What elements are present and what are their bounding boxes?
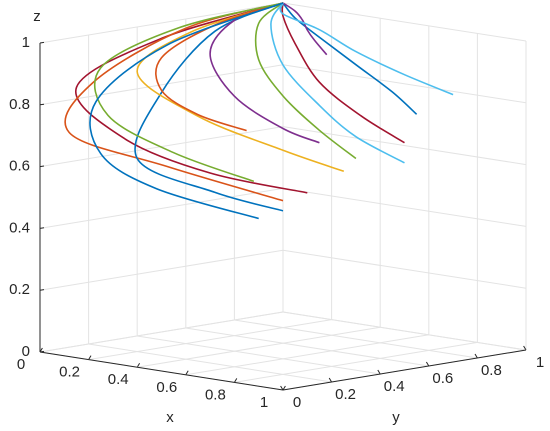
z-tick-label: 0 (22, 343, 30, 360)
grid-line (39, 2, 284, 44)
y-tick-label: 0 (293, 394, 301, 411)
z-tick-label: 0.2 (9, 281, 30, 298)
x-tick-label: 0.6 (156, 379, 177, 396)
y-tick-label: 0.4 (384, 378, 405, 395)
trajectory (93, 2, 284, 183)
grid-line (88, 319, 332, 361)
grid-line (185, 327, 429, 367)
z-tick-label: 0.4 (9, 219, 30, 236)
y-tick-label: 0.8 (481, 362, 502, 379)
tick-mark (233, 378, 238, 383)
trajectory (281, 2, 405, 144)
tick-mark (39, 227, 45, 229)
grid-line (39, 64, 284, 106)
tick-mark (136, 362, 141, 368)
grid-line (282, 311, 527, 351)
y-tick-label: 0.6 (432, 370, 453, 387)
grid-line (185, 334, 429, 376)
tick-mark (474, 353, 478, 359)
y-tick-label: 1 (536, 354, 544, 371)
tick-mark (377, 369, 381, 375)
trajectory (155, 2, 284, 132)
z-tick-label: 1 (22, 34, 30, 51)
trajectory (89, 2, 284, 220)
x-tick-label: 0 (17, 356, 25, 373)
trajectory (64, 2, 284, 202)
grid-line (137, 335, 381, 375)
grid-line (234, 319, 478, 359)
y-axis (282, 349, 527, 391)
tick-mark (39, 289, 45, 291)
grid-line (88, 343, 332, 383)
grid-line (282, 126, 527, 166)
x-tick-label: 0.2 (59, 364, 80, 381)
grid-line (234, 341, 478, 383)
y-axis-label: y (392, 409, 400, 426)
x-axis-label: x (166, 409, 174, 426)
tick-mark (39, 165, 45, 168)
grid-line (137, 326, 381, 368)
trajectory (134, 2, 284, 212)
trajectory (282, 2, 328, 56)
trajectory (136, 2, 345, 173)
tick-mark (39, 103, 45, 106)
trajectory (279, 2, 454, 96)
z-axis-label: z (33, 8, 41, 25)
x-tick-label: 0.8 (205, 386, 226, 403)
tick-mark (280, 385, 284, 391)
grid-line (39, 311, 284, 353)
tick-mark (523, 345, 527, 351)
x-tick-label: 0.4 (108, 371, 129, 388)
grid-line (282, 2, 527, 42)
tick-mark (39, 41, 45, 44)
trajectory (254, 2, 357, 160)
x-axis (39, 351, 284, 391)
z-tick-label: 0.8 (9, 96, 30, 113)
trajectory (74, 2, 308, 194)
grid-line (39, 249, 284, 291)
tick-mark (328, 377, 333, 383)
x-tick-label: 1 (260, 394, 268, 411)
grid-line (282, 64, 527, 104)
tick-mark (185, 370, 189, 376)
y-tick-label: 0.2 (335, 386, 356, 403)
trajectory (282, 2, 418, 115)
grid-line (39, 187, 284, 229)
tick-mark (425, 361, 430, 367)
trajectory (270, 2, 405, 164)
grid-line (282, 249, 527, 289)
tick-mark (282, 385, 286, 391)
z-tick-label: 0.6 (9, 158, 30, 175)
grid-line (282, 187, 527, 227)
tick-mark (88, 355, 92, 360)
